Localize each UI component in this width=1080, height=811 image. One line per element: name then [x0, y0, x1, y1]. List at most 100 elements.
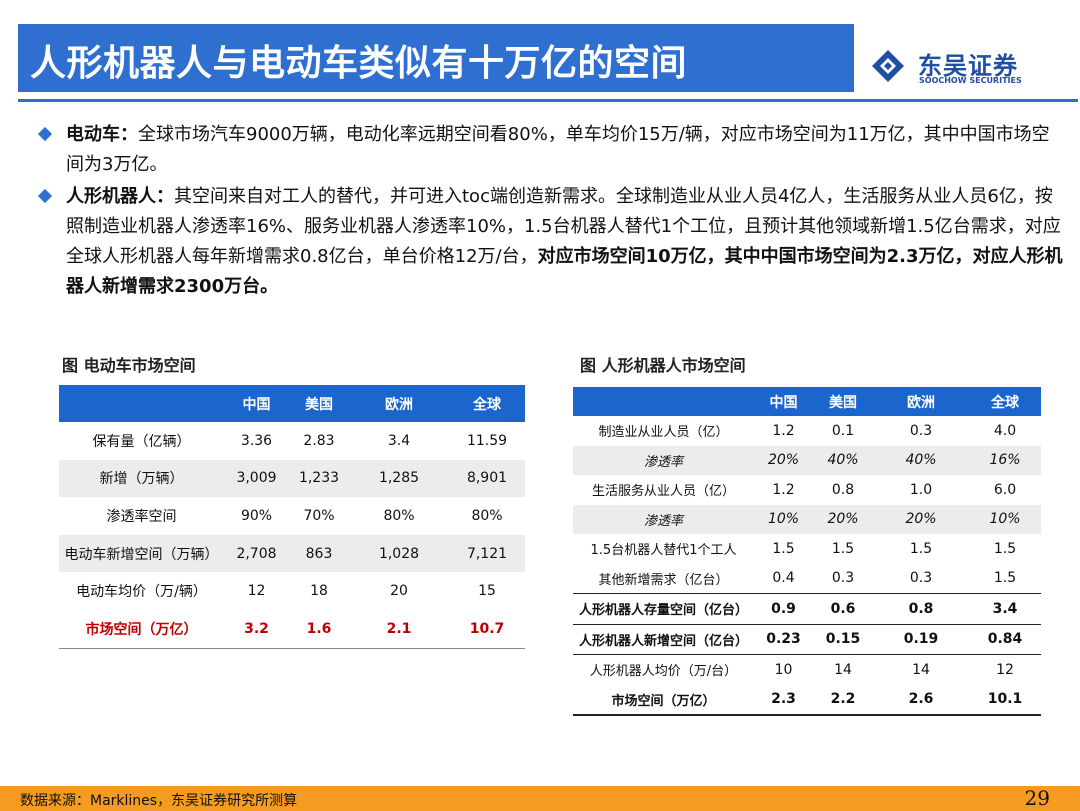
table-header-cell: 全球 — [449, 385, 525, 422]
table-cell: 3.2 — [244, 620, 269, 637]
table-header-cell — [59, 385, 224, 422]
table-cell: 1.5 — [909, 540, 933, 557]
table-cell: 40% — [813, 445, 873, 475]
table-cell: 20% — [754, 445, 813, 475]
table-row: 1.5台机器人替代1个工人 1.5 1.5 1.5 1.5 — [573, 534, 1041, 564]
table-cell: 6.0 — [993, 481, 1017, 498]
table-row: 制造业从业人员（亿） 1.2 0.1 0.3 4.0 — [573, 416, 1041, 446]
bullet-bold-text: 对应市场空间10万亿，其中中国市场空间为2.3万亿，对应人形机器人新增需求230… — [66, 246, 1063, 297]
table-header-cell: 全球 — [969, 387, 1041, 416]
table-cell: 0.15 — [813, 623, 873, 655]
table-cell: 1,233 — [289, 459, 349, 498]
table-cell: 2,708 — [224, 534, 289, 573]
table-row: 人形机器人存量空间（亿台） 0.9 0.6 0.8 3.4 — [573, 593, 1041, 624]
table-cell: 0.23 — [754, 623, 813, 655]
table-cell: 14 — [873, 654, 969, 685]
table-row: 渗透率空间 90% 70% 80% 80% — [59, 497, 525, 535]
robot-market-table: 中国 美国 欧洲 全球 制造业从业人员（亿） 1.2 0.1 0.3 4.0 渗… — [573, 387, 1041, 716]
table-cell: 2.3 — [771, 691, 796, 708]
table-header-cell: 欧洲 — [873, 387, 969, 416]
table-cell: 0.6 — [813, 593, 873, 624]
bullet-text: 全球市场汽车9000万辆，电动化率远期空间看80%，单车均价15万/辆，对应市场… — [66, 124, 1050, 175]
table-cell: 0.84 — [969, 623, 1041, 655]
table-cell: 0.3 — [909, 570, 933, 587]
bullet-label: 电动车： — [66, 124, 138, 145]
bullet-list: 电动车：全球市场汽车9000万辆，电动化率远期空间看80%，单车均价15万/辆，… — [36, 120, 1066, 304]
table-cell: 80% — [471, 507, 503, 524]
row-label: 人形机器人均价（万/台） — [573, 654, 754, 685]
title-bar — [18, 24, 854, 92]
table-row: 渗透率 20% 40% 40% 16% — [573, 445, 1041, 475]
table-header-cell — [573, 387, 754, 416]
table-cell: 0.19 — [873, 623, 969, 655]
table-header-cell: 美国 — [289, 385, 349, 422]
logo-cn-text: 东吴证券 — [918, 52, 1018, 80]
row-label: 生活服务从业人员（亿） — [591, 484, 735, 500]
table-cell: 0.3 — [831, 570, 855, 587]
table-cell: 12 — [247, 583, 266, 600]
footer-bar — [0, 786, 1080, 811]
row-label: 人形机器人新增空间（亿台） — [573, 623, 754, 655]
table-cell: 70% — [303, 507, 335, 524]
table-cell: 1,028 — [349, 534, 449, 573]
table-row: 人形机器人均价（万/台） 10 14 14 12 — [573, 654, 1041, 685]
table-cell: 12 — [969, 654, 1041, 685]
table-row: 其他新增需求（亿台） 0.4 0.3 0.3 1.5 — [573, 564, 1041, 594]
table-cell: 11.59 — [466, 432, 508, 449]
table-cell: 14 — [813, 654, 873, 685]
table-header-row: 中国 美国 欧洲 全球 — [573, 387, 1041, 416]
table-cell: 1.6 — [306, 620, 332, 637]
table-cell: 1.5 — [772, 540, 795, 557]
table-cell: 3.4 — [969, 593, 1041, 624]
table-header-cell: 欧洲 — [349, 385, 449, 422]
table-cell: 1.5 — [831, 540, 855, 557]
table-header-cell: 中国 — [224, 385, 289, 422]
table-cell: 0.8 — [873, 593, 969, 624]
table-cell: 3.4 — [387, 432, 411, 449]
table-header-cell: 中国 — [754, 387, 813, 416]
table-cell: 1.0 — [909, 481, 933, 498]
table-row: 保有量（亿辆） 3.36 2.83 3.4 11.59 — [59, 422, 525, 460]
table-cell: 10.1 — [987, 691, 1023, 708]
table-cell: 4.0 — [993, 422, 1017, 439]
table-cell: 3,009 — [224, 459, 289, 498]
table-cell: 1.5 — [993, 570, 1017, 587]
logo-en-text: SOOCHOW SECURITIES — [919, 76, 1022, 85]
table-cell: 1,285 — [349, 459, 449, 498]
ev-table-caption: 图 电动车市场空间 — [62, 356, 196, 375]
row-label: 市场空间（万亿） — [85, 621, 198, 638]
row-label: 新增（万辆） — [59, 459, 224, 498]
row-label: 渗透率 — [573, 504, 754, 534]
page-title: 人形机器人与电动车类似有十万亿的空间 — [30, 43, 688, 84]
row-label: 制造业从业人员（亿） — [598, 425, 729, 441]
bullet-text: 其空间来自对工人的替代，并可进入toc端创造新需求。全球制造业从业人员4亿人，生… — [66, 186, 1061, 267]
row-label: 电动车均价（万/辆） — [76, 584, 207, 601]
table-row: 人形机器人新增空间（亿台） 0.23 0.15 0.19 0.84 — [573, 623, 1041, 655]
table-cell: 0.8 — [831, 481, 855, 498]
table-row: 新增（万辆） 3,009 1,233 1,285 8,901 — [59, 459, 525, 498]
table-cell: 2.83 — [303, 432, 335, 449]
table-cell: 1.5 — [993, 540, 1017, 557]
table-cell: 18 — [310, 583, 328, 600]
diamond-bullet-icon — [37, 188, 53, 204]
bullet-ev: 电动车：全球市场汽车9000万辆，电动化率远期空间看80%，单车均价15万/辆，… — [36, 120, 1066, 180]
table-cell: 20 — [390, 583, 408, 600]
data-source: 数据来源：Marklines，东吴证券研究所测算 — [20, 793, 298, 809]
row-label: 其他新增需求（亿台） — [598, 572, 729, 588]
table-cell: 80% — [383, 507, 415, 524]
table-cell: 863 — [289, 534, 349, 573]
table-cell: 2.2 — [830, 691, 856, 708]
table-row: 市场空间（万亿） 3.2 1.6 2.1 10.7 — [59, 610, 525, 648]
table-cell: 20% — [873, 504, 969, 534]
table-cell: 1.2 — [772, 422, 795, 439]
row-label: 保有量（亿辆） — [92, 433, 191, 450]
soochow-logo-icon — [872, 50, 904, 82]
diamond-bullet-icon — [37, 126, 53, 142]
table-cell: 0.3 — [909, 422, 933, 439]
robot-table-caption: 图 人形机器人市场空间 — [580, 356, 746, 375]
table-row: 电动车均价（万/辆） 12 18 20 15 — [59, 572, 525, 610]
table-row: 生活服务从业人员（亿） 1.2 0.8 1.0 6.0 — [573, 475, 1041, 505]
table-cell: 15 — [478, 583, 496, 600]
table-row: 渗透率 10% 20% 20% 10% — [573, 504, 1041, 534]
bullet-robot: 人形机器人：其空间来自对工人的替代，并可进入toc端创造新需求。全球制造业从业人… — [36, 182, 1066, 302]
